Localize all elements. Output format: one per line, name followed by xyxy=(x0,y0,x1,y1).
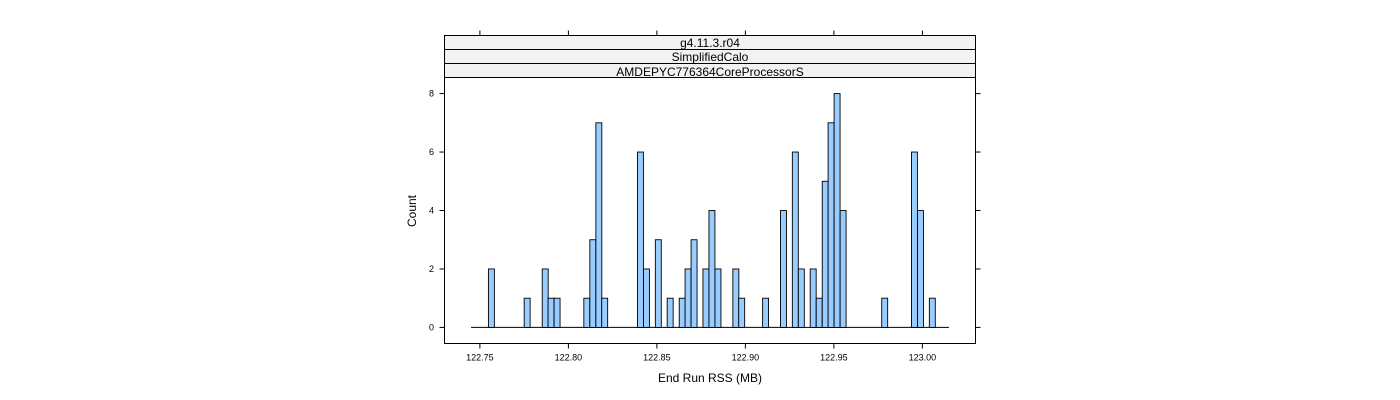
y-axis: 0 2 4 6 8 xyxy=(429,89,981,332)
histogram-bar-1 xyxy=(487,268,495,328)
x-tick-label-1: 122.75 xyxy=(466,353,494,363)
histogram-bar-31 xyxy=(839,210,847,328)
x-tick-label-5: 122.95 xyxy=(820,353,848,363)
histogram-bar-6 xyxy=(583,297,591,328)
histogram-bar-8 xyxy=(595,122,603,328)
histogram-bar-2 xyxy=(523,297,531,328)
strip-headers: g4.11.3.r04 SimplifiedCalo AMDEPYC776364… xyxy=(444,35,976,79)
histogram-bar-10 xyxy=(637,151,644,328)
bars-group xyxy=(471,93,949,328)
histogram-bar-13 xyxy=(666,297,674,328)
histogram-bar-18 xyxy=(708,210,716,328)
histogram-bar-35 xyxy=(928,297,936,328)
histogram-bar-16 xyxy=(690,239,698,328)
histogram-bar-11 xyxy=(643,268,650,328)
histogram-bar-30 xyxy=(833,93,841,328)
strip-2-label: SimplifiedCalo xyxy=(672,50,749,64)
histogram-bar-29 xyxy=(827,122,835,328)
histogram-bar-33 xyxy=(911,151,918,328)
x-axis: 122.75 122.80 122.85 122.90 122.95 123.00 xyxy=(466,30,937,363)
y-tick-label-4: 6 xyxy=(429,147,434,157)
histogram-bar-23 xyxy=(780,210,787,328)
x-tick-label-4: 122.90 xyxy=(732,353,760,363)
histogram-bar-20 xyxy=(732,268,740,328)
y-tick-label-3: 4 xyxy=(429,206,434,216)
histogram-bar-5 xyxy=(553,297,561,328)
y-tick-label-1: 0 xyxy=(429,322,434,332)
histogram-bar-24 xyxy=(791,151,799,328)
histogram-bar-9 xyxy=(601,297,609,328)
histogram-bar-21 xyxy=(738,297,746,328)
x-axis-title: End Run RSS (MB) xyxy=(658,371,762,385)
y-tick-label-5: 8 xyxy=(429,89,434,99)
histogram-bar-7 xyxy=(589,239,597,328)
histogram-bar-15 xyxy=(684,268,692,328)
histogram-bar-4 xyxy=(547,297,555,328)
x-tick-label-2: 122.80 xyxy=(555,353,583,363)
histogram-bar-19 xyxy=(714,268,722,328)
histogram-bar-17 xyxy=(702,268,710,328)
histogram-bar-34 xyxy=(917,210,924,328)
histogram-bar-28 xyxy=(821,180,829,328)
y-tick-label-2: 2 xyxy=(429,264,434,274)
histogram-bar-3 xyxy=(541,268,549,328)
strip-3-label: AMDEPYC776364CoreProcessorS xyxy=(616,65,803,79)
histogram-bar-25 xyxy=(797,268,805,328)
y-axis-title: Count xyxy=(405,194,419,227)
histogram-bar-12 xyxy=(654,239,662,328)
histogram-bar-14 xyxy=(678,297,686,328)
x-tick-label-3: 122.85 xyxy=(643,353,671,363)
histogram-bar-26 xyxy=(809,268,817,328)
histogram-bar-22 xyxy=(762,297,770,328)
strip-1-label: g4.11.3.r04 xyxy=(680,36,740,50)
x-tick-label-6: 123.00 xyxy=(909,353,937,363)
histogram-bar-32 xyxy=(881,297,889,328)
histogram-bar-27 xyxy=(815,297,823,328)
